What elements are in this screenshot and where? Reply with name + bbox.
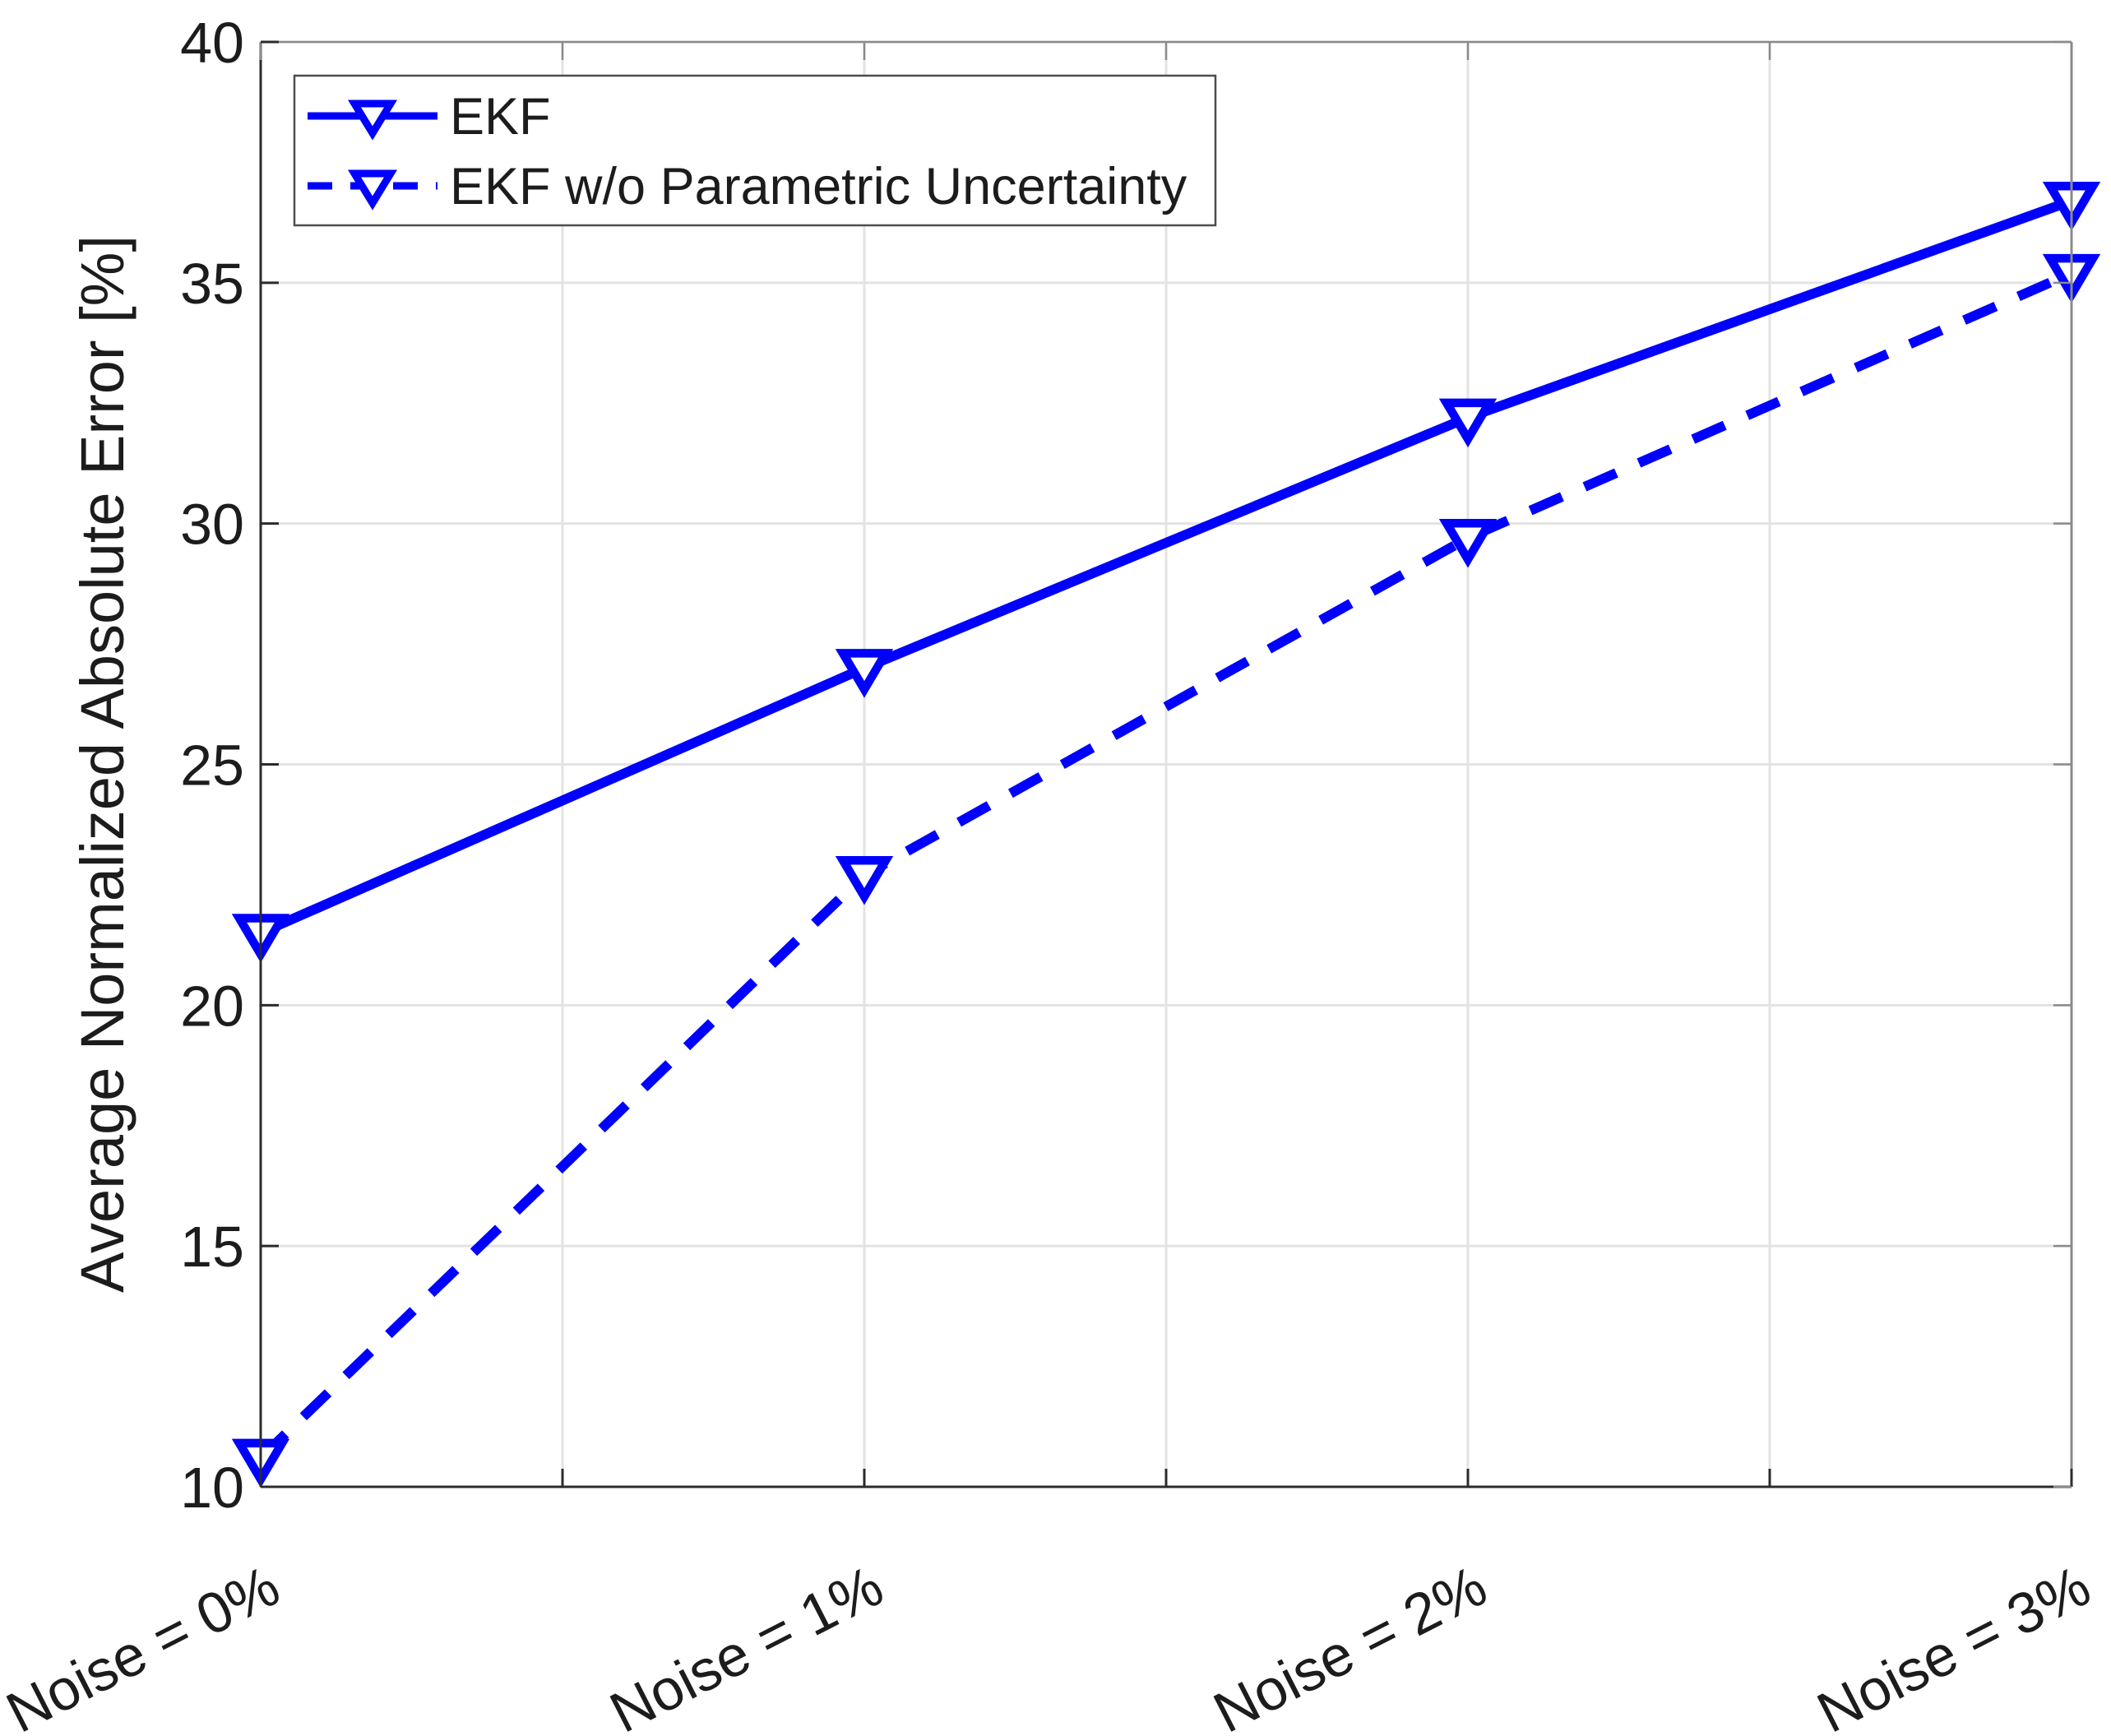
legend-sample-marker	[347, 169, 398, 211]
gridlines	[259, 40, 2073, 1488]
x-tick-label-3: Noise = 3%	[1808, 1553, 2100, 1736]
legend-label-ekf-wo-parametric-uncertainty: EKF w/o Parametric Uncertainty	[450, 158, 1187, 215]
x-tick-labels: Noise = 0% Noise = 1% Noise = 2% Noise = 3%	[0, 1553, 2100, 1736]
series-line-1	[257, 268, 2074, 1462]
y-tick-label: 30	[180, 493, 244, 557]
legend-item-ekf-wo-parametric-uncertainty: EKF w/o Parametric Uncertainty	[308, 158, 1187, 215]
legend-sample-marker	[347, 100, 398, 141]
y-tick-label: 25	[180, 734, 244, 798]
legend-box	[293, 74, 1217, 227]
x-tick-label-2: Noise = 2%	[1204, 1553, 1497, 1736]
y-tick-label: 15	[180, 1215, 244, 1279]
x-tick-label-1: Noise = 1%	[600, 1553, 893, 1736]
data-series	[231, 182, 2101, 1488]
y-tick-labels: 10 15 20 25 30 35 40	[180, 11, 244, 1520]
series-0-marker	[835, 649, 894, 698]
legend-label-ekf: EKF	[450, 88, 551, 146]
y-tick-label: 40	[180, 11, 244, 75]
tick-marks	[259, 40, 2073, 1488]
x-tick-label-0: Noise = 0%	[0, 1553, 289, 1736]
y-tick-label: 35	[180, 252, 244, 316]
y-tick-label: 20	[180, 974, 244, 1038]
series-line-0	[258, 196, 2074, 937]
legend: EKF EKF w/o Parametric Uncertainty	[293, 74, 1217, 227]
y-tick-label: 10	[180, 1456, 244, 1520]
y-axis-label: Average Normalized Absolute Error [%]	[68, 235, 137, 1293]
series-1-marker	[1438, 518, 1498, 568]
series-0-marker	[1438, 398, 1498, 448]
legend-item-ekf: EKF	[308, 88, 551, 146]
series-1-marker	[835, 855, 894, 905]
